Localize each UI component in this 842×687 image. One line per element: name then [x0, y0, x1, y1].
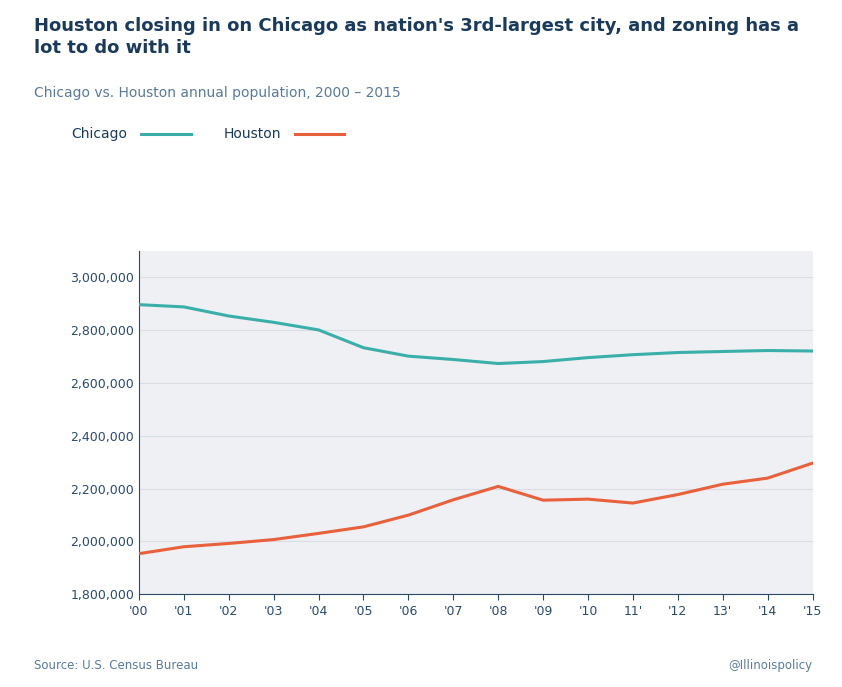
Text: Houston closing in on Chicago as nation's 3rd-largest city, and zoning has a
lot: Houston closing in on Chicago as nation'…: [34, 17, 799, 58]
Text: Houston: Houston: [223, 127, 280, 141]
Text: @Illinoispolicy: @Illinoispolicy: [728, 659, 813, 672]
Text: Chicago vs. Houston annual population, 2000 – 2015: Chicago vs. Houston annual population, 2…: [34, 86, 401, 100]
Text: Source: U.S. Census Bureau: Source: U.S. Census Bureau: [34, 659, 198, 672]
Text: Chicago: Chicago: [72, 127, 128, 141]
